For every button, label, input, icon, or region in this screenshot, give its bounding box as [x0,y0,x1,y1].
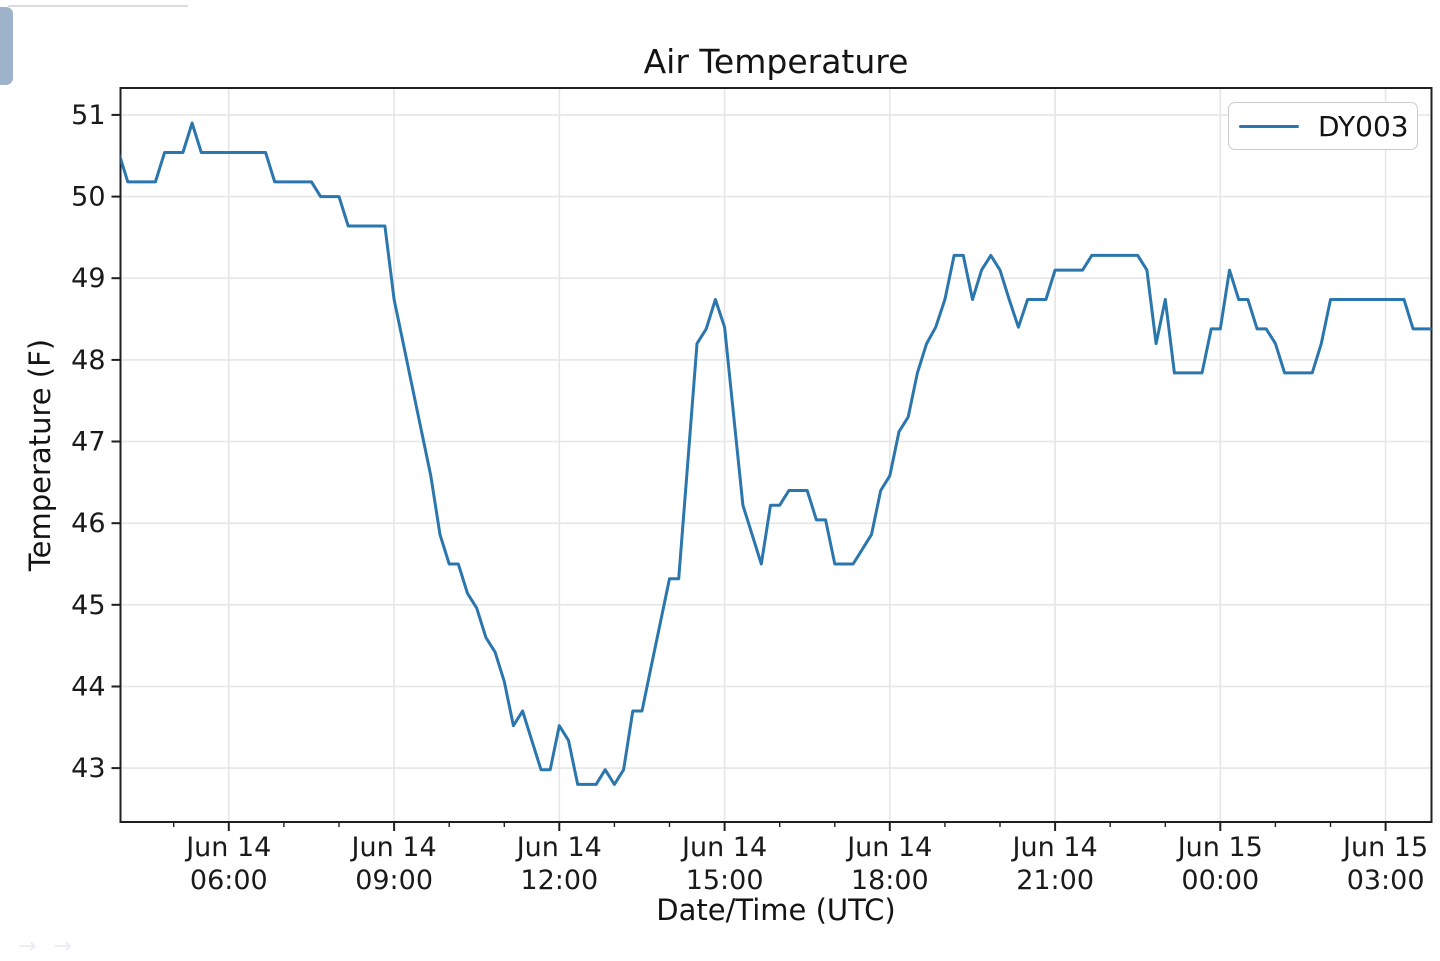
faint-arrows-text: → → [18,934,77,959]
x-tick-label: Jun 15 00:00 [1176,832,1263,896]
y-tick-label: 45 [71,590,105,621]
legend: DY003 [1228,102,1418,150]
y-tick-label: 46 [71,508,105,539]
x-tick-label: Jun 14 12:00 [515,832,602,896]
x-axis-title: Date/Time (UTC) [656,893,896,927]
y-tick-label: 43 [71,753,105,784]
y-tick-label: 47 [71,427,105,458]
y-tick-label: 51 [71,100,105,131]
x-tick-label: Jun 14 21:00 [1011,832,1098,896]
x-tick-label: Jun 15 03:00 [1341,832,1428,896]
x-tick-label: Jun 14 06:00 [184,832,271,896]
x-tick-label: Jun 14 18:00 [845,832,932,896]
series-line-dy003 [120,121,1432,786]
y-tick-label: 50 [71,182,105,213]
window-corner-tab[interactable] [0,7,13,85]
y-tick-label: 49 [71,263,105,294]
legend-line-sample-icon [1239,124,1299,128]
x-tick-label: Jun 14 15:00 [680,832,767,896]
chart-title: Air Temperature [643,42,909,81]
x-tick-label: Jun 14 09:00 [350,832,437,896]
y-tick-label: 44 [71,672,105,703]
legend-series-label: DY003 [1318,109,1409,143]
top-edge-divider-line [8,5,188,7]
plot-border [119,87,1433,823]
y-tick-label: 48 [71,345,105,376]
y-axis-title: Temperature (F) [23,338,57,572]
